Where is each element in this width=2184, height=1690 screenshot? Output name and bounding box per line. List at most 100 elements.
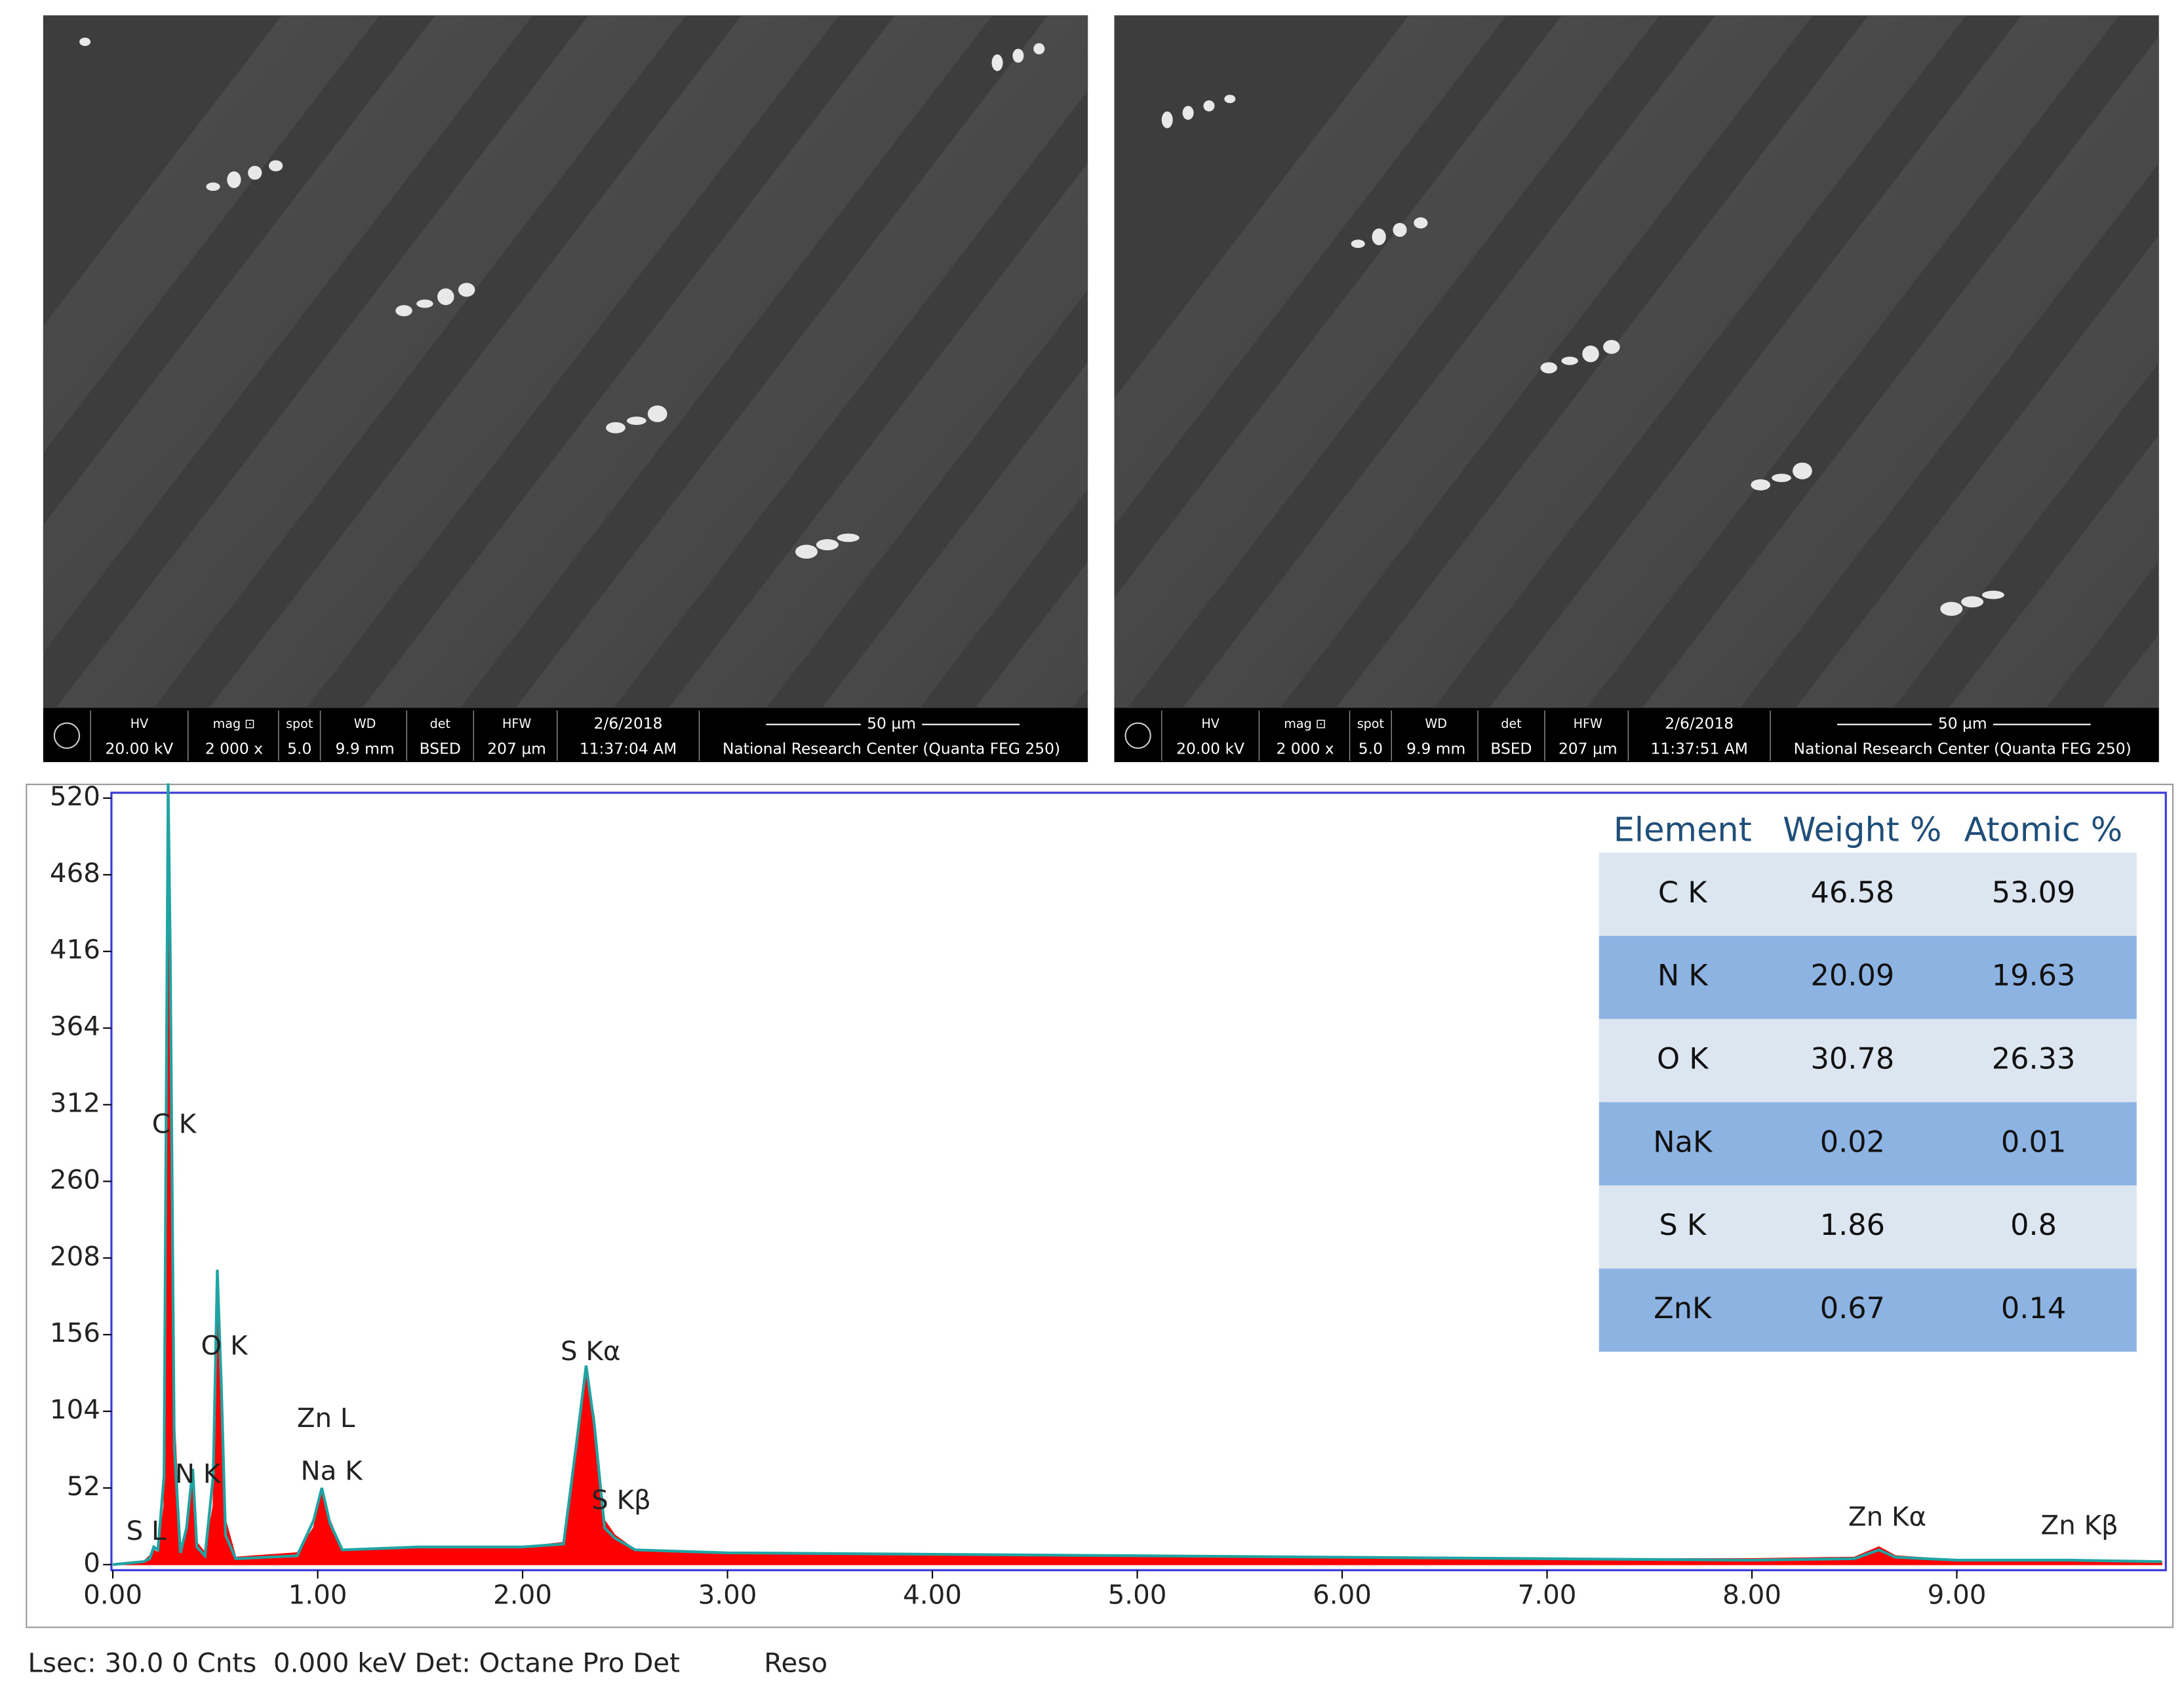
info-value: 5.0: [287, 739, 311, 757]
particle: [1203, 100, 1215, 111]
particle: [1414, 217, 1428, 229]
x-tick-label: 1.00: [288, 1580, 347, 1611]
table-header: Atomic %: [1964, 811, 2123, 849]
table-cell: 0.14: [2001, 1291, 2066, 1325]
info-value: 9.9 mm: [1406, 739, 1465, 757]
peak-label: Zn Kα: [1848, 1502, 1926, 1533]
info-label: WD: [1425, 716, 1447, 731]
y-tick-label: 468: [50, 858, 100, 889]
y-tick-label: 312: [50, 1088, 100, 1119]
x-tick-label: 7.00: [1518, 1580, 1577, 1611]
info-label: HFW: [1574, 716, 1602, 731]
table-cell: NaK: [1653, 1125, 1713, 1159]
fiber: [515, 15, 1088, 708]
particle: [991, 54, 1003, 71]
table-cell: ZnK: [1654, 1291, 1713, 1325]
particle: [437, 288, 454, 306]
y-tick-label: 520: [50, 781, 100, 812]
info-label: spot: [286, 716, 313, 731]
fibers: [43, 15, 1088, 708]
info-label: mag ⊡: [213, 716, 256, 731]
info-value: 11:37:51 AM: [1650, 739, 1747, 757]
info-label: WD: [354, 716, 376, 731]
particle: [1751, 479, 1771, 491]
fiber: [1336, 15, 1966, 708]
particle: [416, 299, 433, 308]
fiber: [822, 362, 1088, 708]
info-label: 2/6/2018: [1665, 714, 1734, 733]
particle: [395, 305, 412, 317]
particle: [458, 283, 475, 297]
table-row: [1598, 936, 2137, 1019]
particle: [1224, 94, 1236, 104]
table-cell: 0.01: [2001, 1125, 2066, 1159]
fiber: [1114, 15, 1507, 525]
table-cell: C K: [1658, 875, 1708, 910]
x-tick-label: 6.00: [1313, 1580, 1372, 1611]
info-label: spot: [1357, 716, 1385, 731]
sem-panel: HV mag ⊡ spot WD det HFW 2/6/2018 20.00 kV 2 000…: [43, 15, 1088, 763]
scale-bg: [860, 714, 923, 734]
x-tick-label: 5.00: [1108, 1580, 1167, 1611]
table-cell: N K: [1658, 959, 1709, 993]
table-cell: 1.86: [1820, 1208, 1885, 1242]
table-header: Element: [1614, 811, 1752, 849]
table-row: [1598, 1018, 2137, 1102]
table-cell: 53.09: [1992, 875, 2076, 910]
table-cell: 30.78: [1811, 1042, 1895, 1076]
table-cell: O K: [1657, 1042, 1709, 1076]
table-cell: 0.8: [2010, 1208, 2057, 1242]
info-label: det: [1501, 716, 1522, 731]
particle: [79, 37, 91, 47]
icon: [53, 722, 81, 749]
particle: [816, 539, 839, 551]
table-row: [1598, 853, 2137, 936]
info-label: det: [430, 716, 451, 731]
scale-label: 50 µm: [1938, 714, 1987, 733]
x-tick-label: 3.00: [698, 1580, 757, 1611]
particle: [248, 165, 262, 180]
info-footer: National Research Center (Quanta FEG 250…: [1794, 739, 2132, 757]
info-label: HV: [1201, 716, 1219, 731]
y-tick-label: 208: [50, 1241, 100, 1272]
icon: [1124, 722, 1151, 749]
particle: [1961, 596, 1984, 608]
x-tick-label: 9.00: [1928, 1580, 1987, 1611]
particle: [227, 171, 241, 188]
particle: [1012, 49, 1024, 63]
x-tick-label: 4.00: [903, 1580, 962, 1611]
scale-bg: [1932, 714, 1993, 734]
particle: [1540, 362, 1558, 374]
peak-label: S Kα: [561, 1336, 621, 1367]
fiber: [669, 163, 1088, 708]
y-tick-label: 0: [83, 1548, 100, 1579]
particle: [1351, 239, 1365, 249]
info-footer: National Research Center (Quanta FEG 250…: [723, 739, 1060, 757]
table-header: Weight %: [1783, 811, 1941, 849]
y-tick-label: 104: [50, 1394, 100, 1425]
particle: [1182, 106, 1194, 120]
info-value: 5.0: [1359, 739, 1383, 757]
info-value: BSED: [420, 739, 461, 757]
table-row: [1598, 1185, 2137, 1269]
particle: [1561, 356, 1578, 365]
info-value: 20.00 kV: [106, 739, 174, 757]
y-tick-label: 260: [50, 1164, 100, 1195]
info-label: mag ⊡: [1284, 716, 1326, 731]
fiber: [2102, 634, 2159, 708]
info-label: HFW: [502, 716, 531, 731]
y-tick-label: 52: [67, 1471, 100, 1502]
info-value: 207 µm: [1559, 739, 1618, 757]
table-cell: 19.63: [1992, 959, 2076, 993]
fiber: [975, 561, 1088, 708]
info-value: 9.9 mm: [336, 739, 395, 757]
fiber: [43, 15, 380, 453]
table-row: [1598, 1102, 2137, 1186]
particle: [1793, 462, 1812, 479]
fit-line: [112, 783, 2162, 1566]
fiber: [56, 15, 686, 708]
table-cell: 26.33: [1992, 1042, 2076, 1076]
particle: [1772, 473, 1791, 483]
table-cell: S K: [1659, 1208, 1707, 1242]
